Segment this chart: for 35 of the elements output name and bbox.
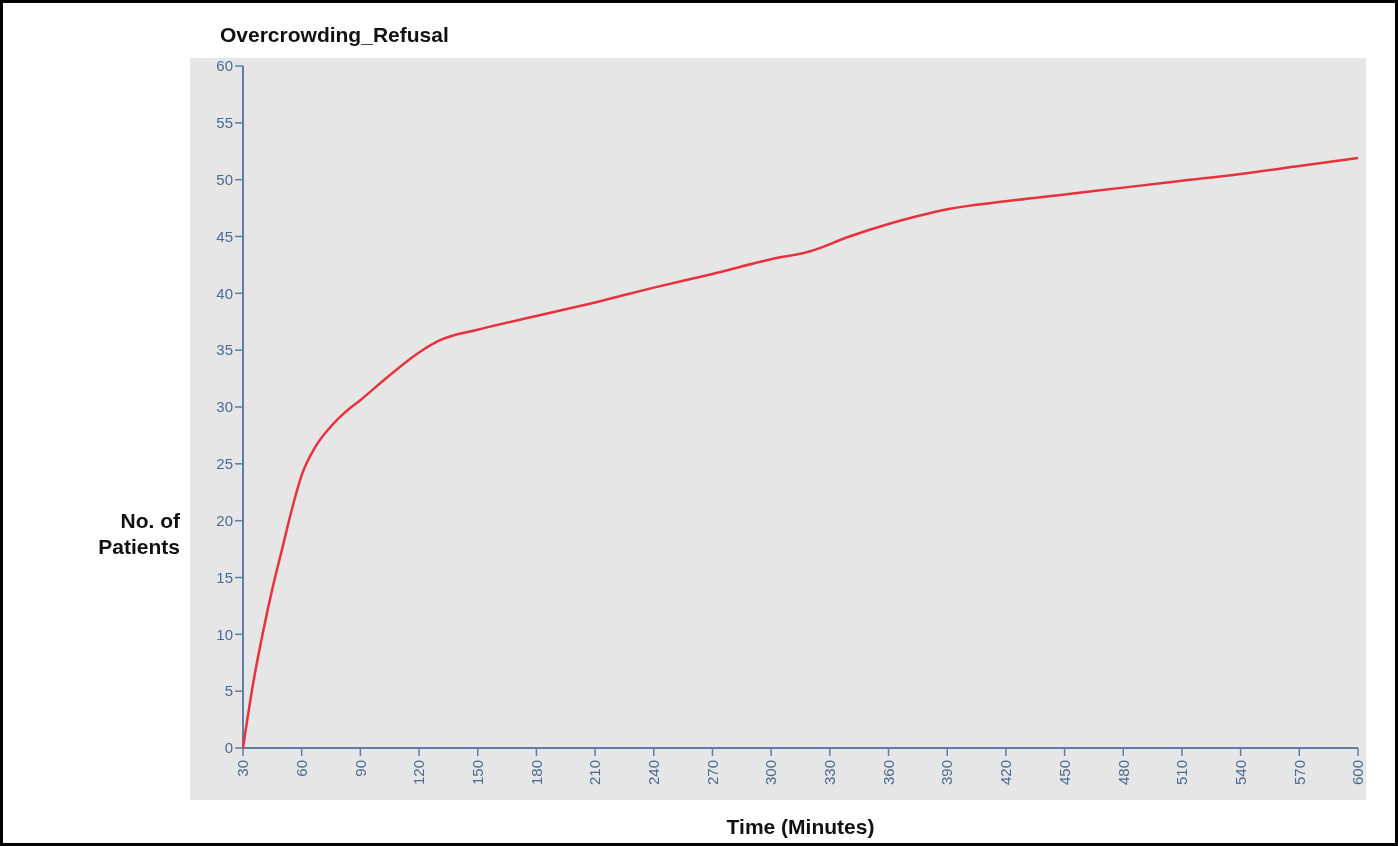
- y-tick-label: 55: [216, 114, 233, 132]
- x-tick-label: 330: [821, 760, 839, 786]
- y-tick-label: 45: [216, 227, 233, 245]
- x-tick-label: 240: [645, 760, 663, 786]
- x-axis-title: Time (Minutes): [726, 815, 875, 838]
- x-tick-label: 180: [527, 760, 545, 786]
- x-tick-label: 480: [1114, 760, 1132, 786]
- y-tick-label: 25: [216, 455, 233, 473]
- y-tick-label: 50: [216, 170, 233, 188]
- x-tick-label: 540: [1231, 760, 1249, 786]
- x-tick-label: 390: [938, 760, 956, 786]
- y-tick-label: 40: [216, 284, 233, 302]
- x-tick-label: 570: [1290, 760, 1308, 786]
- x-tick-label: 360: [879, 760, 897, 786]
- x-tick-label: 300: [762, 760, 780, 786]
- x-tick-label: 510: [1173, 760, 1191, 786]
- x-tick-label: 270: [703, 760, 721, 786]
- y-tick-label: 60: [216, 57, 233, 75]
- y-tick-label: 20: [216, 511, 233, 529]
- x-tick-label: 90: [351, 760, 369, 777]
- chart-title: Overcrowding_Refusal: [220, 23, 449, 46]
- x-tick-label: 450: [1055, 760, 1073, 786]
- x-tick-label: 150: [468, 760, 486, 786]
- x-tick-label: 210: [586, 760, 604, 786]
- y-tick-label: 0: [224, 739, 233, 757]
- y-axis-title: No. of Patients: [98, 509, 182, 559]
- y-tick-label: 10: [216, 625, 233, 643]
- x-tick-label: 600: [1349, 760, 1367, 786]
- x-tick-label: 120: [410, 760, 428, 786]
- y-tick-label: 35: [216, 341, 233, 359]
- y-tick-label: 30: [216, 398, 233, 416]
- y-tick-label: 15: [216, 568, 233, 586]
- x-tick-label: 60: [292, 760, 310, 777]
- x-tick-label: 420: [997, 760, 1015, 786]
- y-tick-label: 5: [224, 682, 233, 700]
